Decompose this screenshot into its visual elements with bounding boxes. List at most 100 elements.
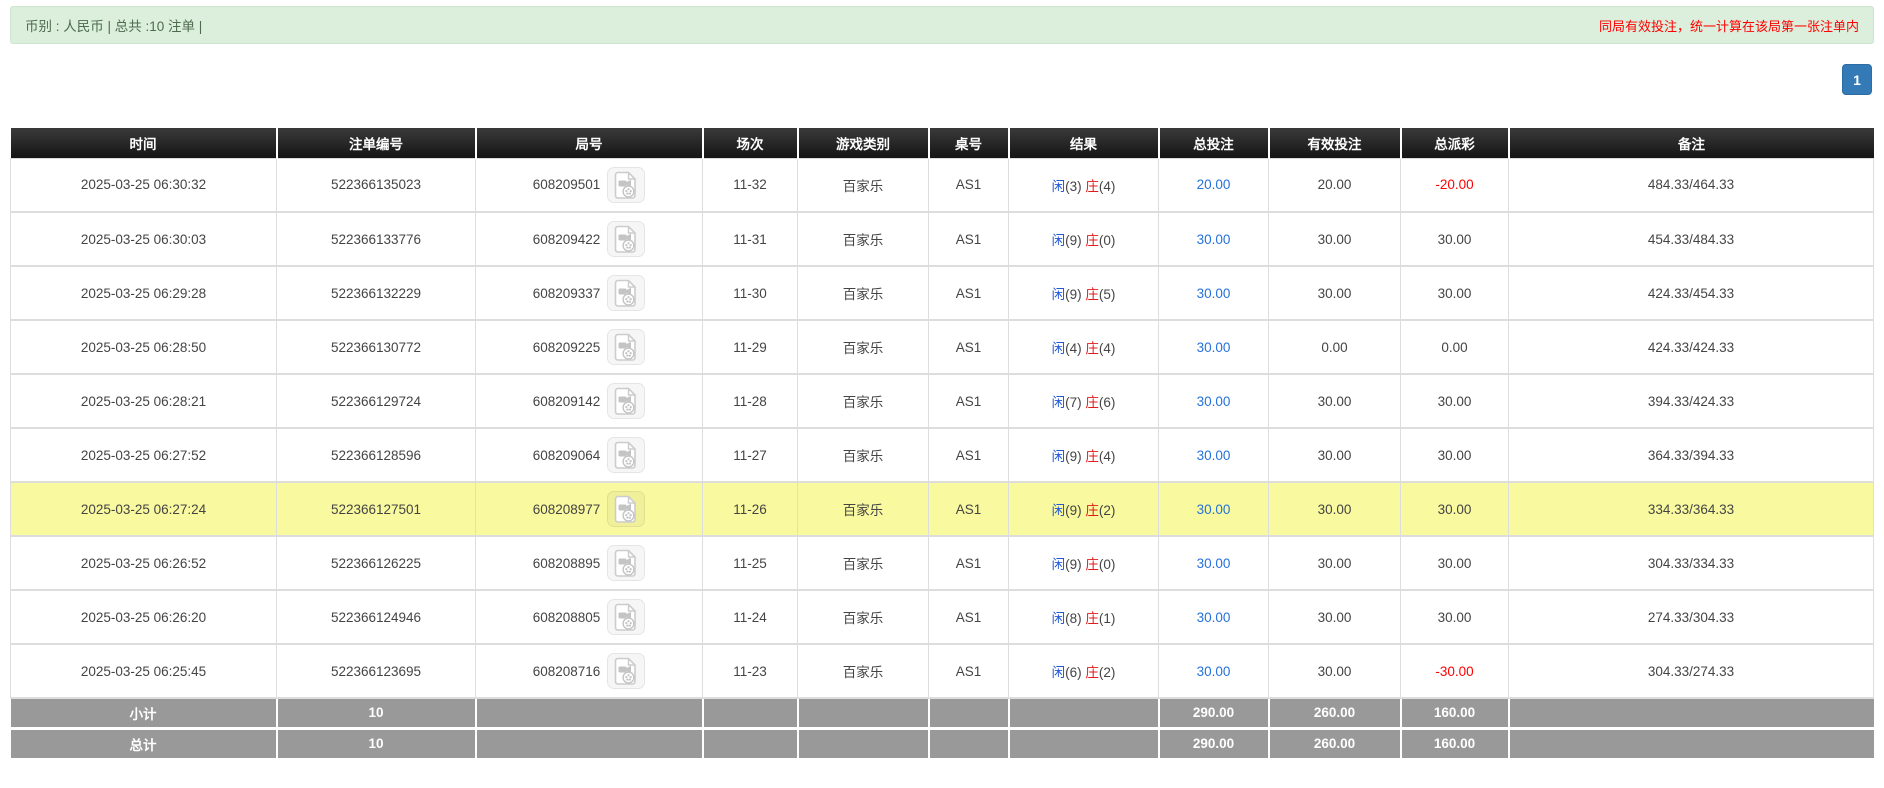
- cell-session: 11-30: [702, 265, 798, 321]
- cell-result: 闲(9) 庄(2): [1008, 481, 1159, 537]
- currency-summary-text: 币别 : 人民币 | 总共 :10 注单 |: [25, 19, 203, 34]
- table-row[interactable]: 2025-03-25 06:26:20 522366124946 6082088…: [10, 589, 1874, 645]
- bet-records-table: 时间 注单编号 局号 场次 游戏类别 桌号 结果 总投注 有效投注 总派彩 备注…: [10, 128, 1874, 758]
- cell-bet-id: 522366133776: [276, 211, 476, 267]
- cell-session: 11-26: [702, 481, 798, 537]
- col-header-total-bet: 总投注: [1158, 128, 1270, 158]
- result-player-label: 闲: [1051, 178, 1066, 194]
- cell-time: 2025-03-25 06:30:32: [10, 157, 277, 213]
- result-player-label: 闲: [1051, 395, 1066, 410]
- cell-total-bet[interactable]: 30.00: [1158, 265, 1269, 321]
- cell-valid-bet: 30.00: [1268, 211, 1401, 267]
- cell-time: 2025-03-25 06:27:24: [10, 481, 277, 537]
- cell-session: 11-29: [702, 319, 798, 375]
- video-replay-button[interactable]: [607, 491, 646, 527]
- cell-round-id: 608209501: [475, 157, 703, 213]
- cell-payout: 30.00: [1400, 373, 1509, 429]
- cell-time: 2025-03-25 06:25:45: [10, 643, 277, 699]
- cell-result: 闲(7) 庄(6): [1008, 373, 1159, 429]
- video-replay-button[interactable]: [607, 599, 646, 635]
- col-header-table-no: 桌号: [928, 128, 1010, 158]
- table-row[interactable]: 2025-03-25 06:27:24 522366127501 6082089…: [10, 481, 1874, 537]
- result-banker-label: 庄: [1085, 449, 1099, 464]
- col-header-valid-bet: 有效投注: [1268, 128, 1402, 158]
- cell-payout: 30.00: [1400, 481, 1509, 537]
- cell-total-bet[interactable]: 30.00: [1158, 535, 1269, 591]
- video-replay-button[interactable]: [607, 166, 646, 203]
- video-replay-button[interactable]: [607, 437, 646, 473]
- result-banker-value: (4): [1098, 178, 1116, 194]
- cell-table-no: AS1: [928, 157, 1009, 213]
- result-player-label: 闲: [1051, 449, 1066, 464]
- col-header-game-type: 游戏类别: [797, 128, 930, 158]
- result-banker-value: (2): [1098, 503, 1116, 518]
- table-row[interactable]: 2025-03-25 06:25:45 522366123695 6082087…: [10, 643, 1874, 699]
- video-replay-button[interactable]: [607, 329, 646, 365]
- result-banker-value: (4): [1098, 341, 1116, 356]
- cell-result: 闲(9) 庄(0): [1008, 535, 1159, 591]
- cell-table-no: AS1: [928, 319, 1009, 375]
- subtotal-total-bet: 290.00: [1158, 698, 1270, 730]
- cell-time: 2025-03-25 06:28:21: [10, 373, 277, 429]
- cell-time: 2025-03-25 06:29:28: [10, 265, 277, 321]
- video-replay-button[interactable]: [607, 383, 646, 419]
- result-player-label: 闲: [1051, 611, 1066, 626]
- cell-result: 闲(4) 庄(4): [1008, 319, 1159, 375]
- round-id-text: 608209064: [532, 447, 601, 463]
- video-replay-button[interactable]: [607, 221, 646, 257]
- table-row[interactable]: 2025-03-25 06:27:52 522366128596 6082090…: [10, 427, 1874, 483]
- round-id-text: 608209225: [532, 339, 601, 355]
- cell-remark: 484.33/464.33: [1508, 157, 1874, 213]
- cell-payout: -30.00: [1400, 643, 1509, 699]
- cell-time: 2025-03-25 06:26:20: [10, 589, 277, 645]
- result-player-value: (9): [1065, 503, 1082, 518]
- cell-remark: 454.33/484.33: [1508, 211, 1874, 267]
- cell-total-bet[interactable]: 30.00: [1158, 481, 1269, 537]
- table-row[interactable]: 2025-03-25 06:28:21 522366129724 6082091…: [10, 373, 1874, 429]
- round-id-text: 608208716: [532, 663, 601, 679]
- page-1-button[interactable]: 1: [1842, 64, 1872, 95]
- cell-bet-id: 522366130772: [276, 319, 476, 375]
- video-replay-button[interactable]: [607, 545, 646, 581]
- cell-round-id: 608208805: [475, 589, 703, 645]
- cell-total-bet[interactable]: 30.00: [1158, 211, 1269, 267]
- cell-round-id: 608208977: [475, 481, 703, 537]
- table-row[interactable]: 2025-03-25 06:26:52 522366126225 6082088…: [10, 535, 1874, 591]
- cell-total-bet[interactable]: 30.00: [1158, 643, 1269, 699]
- cell-bet-id: 522366129724: [276, 373, 476, 429]
- cell-total-bet[interactable]: 30.00: [1158, 589, 1269, 645]
- cell-time: 2025-03-25 06:26:52: [10, 535, 277, 591]
- cell-time: 2025-03-25 06:27:52: [10, 427, 277, 483]
- video-replay-button[interactable]: [607, 653, 646, 689]
- total-row: 总计 10 290.00 260.00 160.00: [10, 728, 1874, 758]
- video-file-icon: [614, 333, 637, 361]
- result-player-value: (3): [1065, 178, 1082, 194]
- cell-table-no: AS1: [928, 427, 1009, 483]
- result-banker-value: (5): [1098, 287, 1116, 302]
- table-row[interactable]: 2025-03-25 06:30:32 522366135023 6082095…: [10, 157, 1874, 213]
- cell-payout: 0.00: [1400, 319, 1509, 375]
- table-row[interactable]: 2025-03-25 06:28:50 522366130772 6082092…: [10, 319, 1874, 375]
- subtotal-payout: 160.00: [1400, 698, 1510, 730]
- cell-total-bet[interactable]: 30.00: [1158, 373, 1269, 429]
- cell-result: 闲(3) 庄(4): [1008, 157, 1159, 213]
- cell-payout: 30.00: [1400, 535, 1509, 591]
- video-replay-button[interactable]: [607, 275, 646, 311]
- cell-total-bet[interactable]: 20.00: [1158, 157, 1269, 213]
- table-row[interactable]: 2025-03-25 06:30:03 522366133776 6082094…: [10, 211, 1874, 267]
- cell-total-bet[interactable]: 30.00: [1158, 319, 1269, 375]
- result-player-value: (9): [1065, 287, 1082, 302]
- cell-game-type: 百家乐: [797, 427, 929, 483]
- cell-remark: 424.33/424.33: [1508, 319, 1874, 375]
- cell-total-bet[interactable]: 30.00: [1158, 427, 1269, 483]
- video-file-icon: [614, 603, 637, 631]
- cell-session: 11-32: [702, 157, 798, 213]
- round-id-text: 608209501: [532, 177, 601, 193]
- col-header-payout: 总派彩: [1400, 128, 1510, 158]
- cell-game-type: 百家乐: [797, 211, 929, 267]
- table-row[interactable]: 2025-03-25 06:29:28 522366132229 6082093…: [10, 265, 1874, 321]
- cell-session: 11-24: [702, 589, 798, 645]
- cell-valid-bet: 30.00: [1268, 427, 1401, 483]
- video-file-icon: [614, 225, 637, 253]
- cell-bet-id: 522366123695: [276, 643, 476, 699]
